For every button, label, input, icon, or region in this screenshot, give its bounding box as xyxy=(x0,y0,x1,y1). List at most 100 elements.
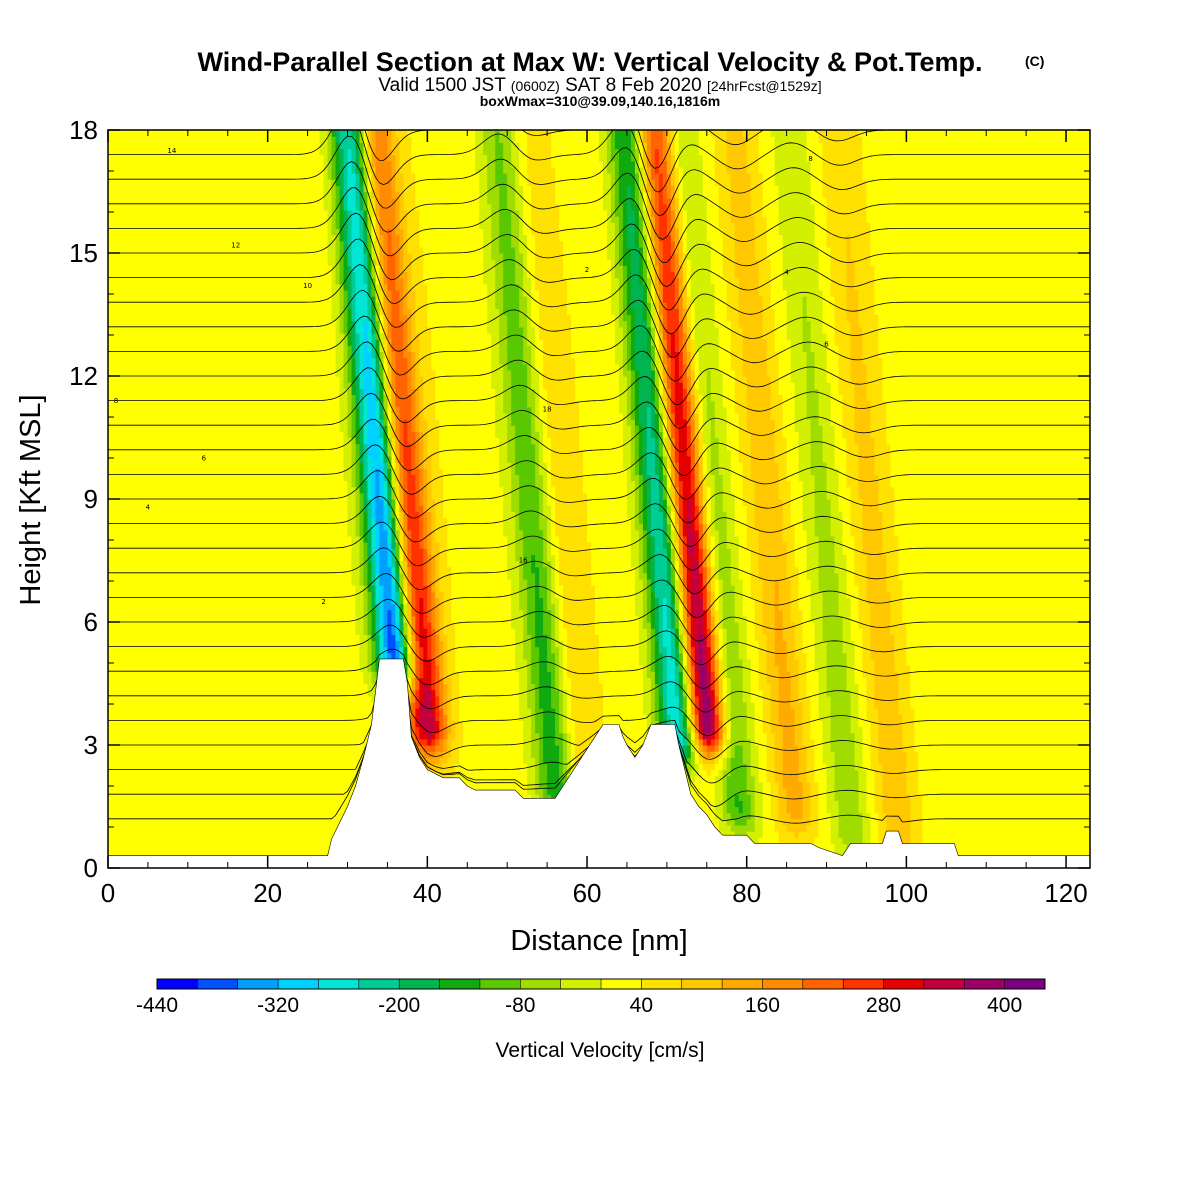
velocity-cell xyxy=(120,425,125,432)
velocity-cell xyxy=(216,653,221,660)
velocity-cell xyxy=(248,198,253,205)
velocity-cell xyxy=(164,173,169,180)
velocity-cell xyxy=(208,751,213,758)
velocity-cell xyxy=(220,462,225,469)
velocity-cell xyxy=(204,253,209,260)
velocity-cell xyxy=(164,425,169,432)
velocity-cell xyxy=(252,456,257,463)
velocity-cell xyxy=(144,407,149,414)
velocity-cell xyxy=(120,708,125,715)
velocity-cell xyxy=(132,431,137,438)
velocity-cell xyxy=(128,511,133,518)
velocity-cell xyxy=(228,136,233,143)
velocity-cell xyxy=(252,524,257,531)
velocity-cell xyxy=(252,394,257,401)
velocity-cell xyxy=(128,210,133,217)
velocity-cell xyxy=(220,388,225,395)
velocity-cell xyxy=(144,425,149,432)
velocity-cell xyxy=(120,727,125,734)
velocity-cell xyxy=(264,278,269,285)
velocity-cell xyxy=(268,634,273,641)
velocity-cell xyxy=(188,394,193,401)
velocity-cell xyxy=(180,136,185,143)
velocity-cell xyxy=(112,419,117,426)
velocity-cell xyxy=(220,265,225,272)
velocity-cell xyxy=(124,130,129,137)
velocity-cell xyxy=(144,253,149,260)
velocity-cell xyxy=(212,173,217,180)
velocity-cell xyxy=(124,813,129,820)
velocity-cell xyxy=(232,554,237,561)
velocity-cell xyxy=(176,567,181,574)
velocity-cell xyxy=(196,315,201,322)
velocity-cell xyxy=(156,431,161,438)
velocity-cell xyxy=(204,850,209,857)
velocity-cell xyxy=(248,136,253,143)
velocity-cell xyxy=(196,807,201,814)
velocity-cell xyxy=(252,776,257,783)
velocity-cell xyxy=(184,622,189,629)
velocity-cell xyxy=(164,591,169,598)
velocity-cell xyxy=(120,468,125,475)
velocity-cell xyxy=(196,579,201,586)
velocity-cell xyxy=(252,308,257,315)
velocity-cell xyxy=(152,155,157,162)
velocity-cell xyxy=(172,696,177,703)
velocity-cell xyxy=(272,739,277,746)
velocity-cell xyxy=(200,690,205,697)
velocity-cell xyxy=(216,591,221,598)
velocity-cell xyxy=(148,561,153,568)
velocity-cell xyxy=(188,179,193,186)
velocity-cell xyxy=(172,481,177,488)
velocity-cell xyxy=(200,776,205,783)
velocity-cell xyxy=(196,438,201,445)
velocity-cell xyxy=(224,136,229,143)
velocity-cell xyxy=(268,333,273,340)
velocity-cell xyxy=(240,474,245,481)
velocity-cell xyxy=(192,161,197,168)
velocity-cell xyxy=(144,401,149,408)
velocity-cell xyxy=(120,548,125,555)
velocity-cell xyxy=(124,843,129,850)
velocity-cell xyxy=(236,573,241,580)
velocity-cell xyxy=(256,831,261,838)
velocity-cell xyxy=(244,702,249,709)
velocity-cell xyxy=(248,394,253,401)
velocity-cell xyxy=(168,776,173,783)
velocity-cell xyxy=(252,148,257,155)
velocity-cell xyxy=(252,499,257,506)
velocity-cell xyxy=(196,647,201,654)
velocity-cell xyxy=(152,235,157,242)
velocity-cell xyxy=(148,850,153,857)
velocity-cell xyxy=(188,241,193,248)
velocity-cell xyxy=(236,321,241,328)
velocity-cell xyxy=(120,800,125,807)
velocity-cell xyxy=(140,407,145,414)
velocity-cell xyxy=(152,776,157,783)
velocity-cell xyxy=(220,358,225,365)
velocity-cell xyxy=(164,198,169,205)
velocity-cell xyxy=(192,462,197,469)
velocity-cell xyxy=(196,167,201,174)
velocity-cell xyxy=(268,567,273,574)
velocity-cell xyxy=(224,296,229,303)
velocity-cell xyxy=(200,788,205,795)
velocity-cell xyxy=(172,419,177,426)
velocity-cell xyxy=(124,776,129,783)
velocity-cell xyxy=(180,216,185,223)
velocity-cell xyxy=(160,290,165,297)
velocity-cell xyxy=(128,345,133,352)
velocity-cell xyxy=(260,456,265,463)
velocity-cell xyxy=(172,708,177,715)
velocity-cell xyxy=(236,665,241,672)
velocity-cell xyxy=(208,819,213,826)
velocity-cell xyxy=(164,690,169,697)
velocity-cell xyxy=(232,813,237,820)
velocity-cell xyxy=(252,333,257,340)
velocity-cell xyxy=(240,315,245,322)
velocity-cell xyxy=(156,813,161,820)
velocity-cell xyxy=(152,173,157,180)
velocity-cell xyxy=(168,751,173,758)
velocity-cell xyxy=(172,517,177,524)
velocity-cell xyxy=(164,321,169,328)
